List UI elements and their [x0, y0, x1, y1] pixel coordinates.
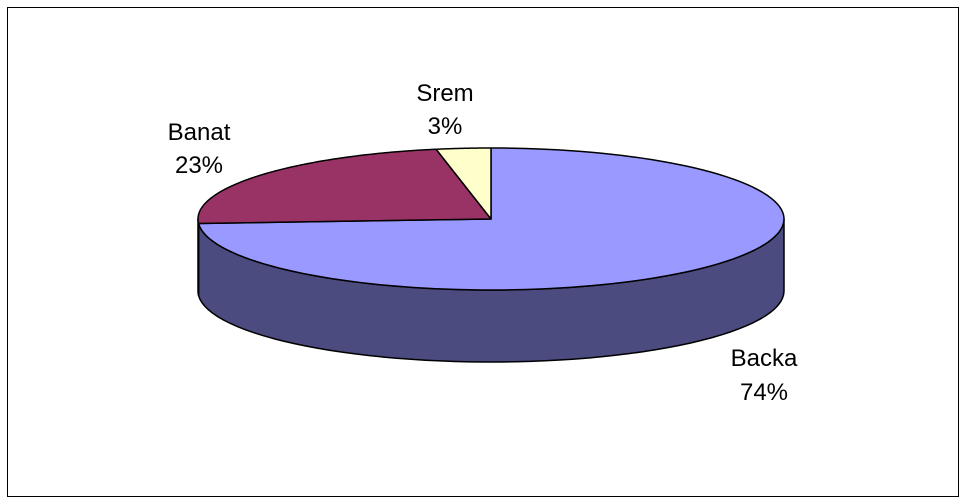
label-banat-name: Banat [168, 119, 231, 146]
label-backa-percent: 74% [740, 379, 788, 406]
pie-slice-srem [435, 147, 492, 220]
label-srem-percent: 3% [428, 113, 463, 140]
pie-slices [197, 147, 785, 291]
label-backa-name: Backa [731, 345, 798, 372]
pie-slice-banat [197, 148, 492, 225]
label-banat-percent: 23% [175, 152, 223, 179]
pie-side-banat [197, 218, 200, 297]
label-srem-name: Srem [416, 80, 473, 107]
